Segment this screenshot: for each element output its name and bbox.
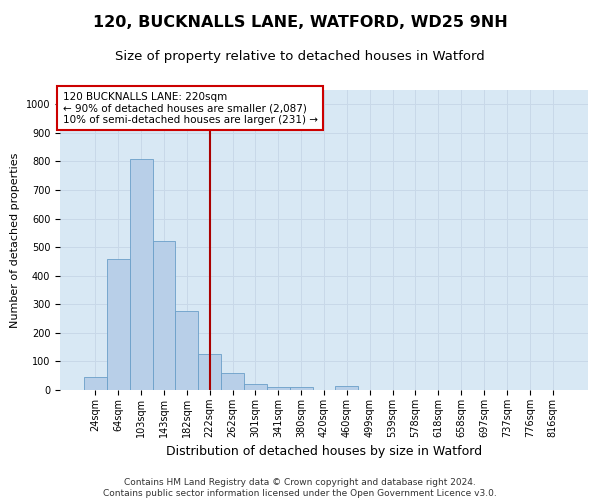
Bar [221, 373, 244, 390]
Text: Size of property relative to detached houses in Watford: Size of property relative to detached ho… [115, 50, 485, 63]
Bar [84, 376, 107, 390]
Bar [152, 242, 175, 390]
Text: 120, BUCKNALLS LANE, WATFORD, WD25 9NH: 120, BUCKNALLS LANE, WATFORD, WD25 9NH [92, 15, 508, 30]
Bar [267, 386, 290, 390]
Bar [107, 258, 130, 390]
Bar [130, 158, 152, 390]
Bar [175, 312, 198, 390]
X-axis label: Distribution of detached houses by size in Watford: Distribution of detached houses by size … [166, 446, 482, 458]
Text: 120 BUCKNALLS LANE: 220sqm
← 90% of detached houses are smaller (2,087)
10% of s: 120 BUCKNALLS LANE: 220sqm ← 90% of deta… [62, 92, 317, 124]
Bar [335, 386, 358, 390]
Text: Contains HM Land Registry data © Crown copyright and database right 2024.
Contai: Contains HM Land Registry data © Crown c… [103, 478, 497, 498]
Y-axis label: Number of detached properties: Number of detached properties [10, 152, 20, 328]
Bar [244, 384, 267, 390]
Bar [290, 386, 313, 390]
Bar [198, 354, 221, 390]
